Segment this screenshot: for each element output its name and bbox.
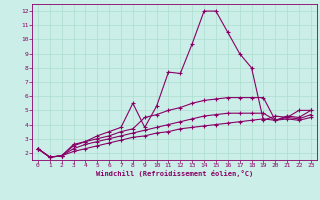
X-axis label: Windchill (Refroidissement éolien,°C): Windchill (Refroidissement éolien,°C)	[96, 170, 253, 177]
